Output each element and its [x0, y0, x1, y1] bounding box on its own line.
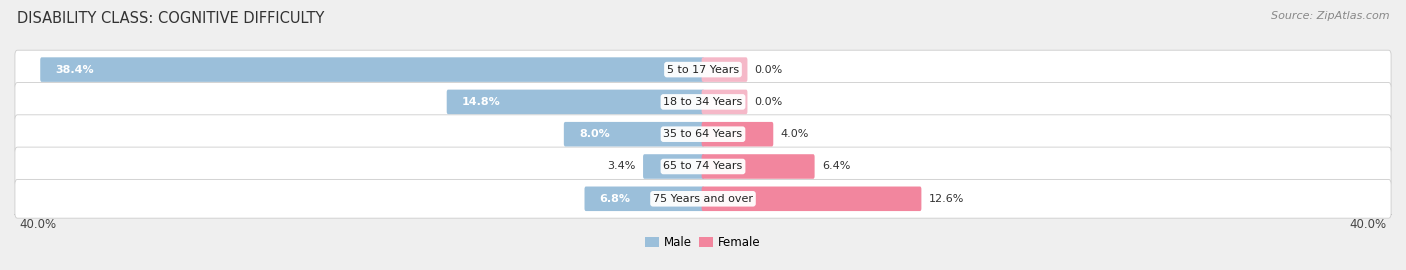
Text: 35 to 64 Years: 35 to 64 Years: [664, 129, 742, 139]
Text: 65 to 74 Years: 65 to 74 Years: [664, 161, 742, 171]
FancyBboxPatch shape: [41, 57, 704, 82]
Text: 14.8%: 14.8%: [461, 97, 501, 107]
Text: 18 to 34 Years: 18 to 34 Years: [664, 97, 742, 107]
FancyBboxPatch shape: [15, 50, 1391, 89]
Text: Source: ZipAtlas.com: Source: ZipAtlas.com: [1271, 11, 1389, 21]
FancyBboxPatch shape: [702, 187, 921, 211]
Text: 40.0%: 40.0%: [1350, 218, 1386, 231]
Text: 40.0%: 40.0%: [20, 218, 56, 231]
FancyBboxPatch shape: [643, 154, 704, 179]
Text: 0.0%: 0.0%: [755, 65, 783, 75]
Text: 6.4%: 6.4%: [823, 161, 851, 171]
FancyBboxPatch shape: [15, 83, 1391, 121]
Legend: Male, Female: Male, Female: [641, 231, 765, 254]
FancyBboxPatch shape: [15, 147, 1391, 186]
FancyBboxPatch shape: [564, 122, 704, 146]
Text: 38.4%: 38.4%: [55, 65, 94, 75]
FancyBboxPatch shape: [702, 57, 748, 82]
Text: 75 Years and over: 75 Years and over: [652, 194, 754, 204]
FancyBboxPatch shape: [702, 90, 748, 114]
FancyBboxPatch shape: [15, 179, 1391, 218]
Text: 4.0%: 4.0%: [780, 129, 808, 139]
FancyBboxPatch shape: [15, 115, 1391, 154]
Text: DISABILITY CLASS: COGNITIVE DIFFICULTY: DISABILITY CLASS: COGNITIVE DIFFICULTY: [17, 11, 325, 26]
FancyBboxPatch shape: [702, 154, 814, 179]
Text: 12.6%: 12.6%: [928, 194, 965, 204]
FancyBboxPatch shape: [447, 90, 704, 114]
Text: 0.0%: 0.0%: [755, 97, 783, 107]
Text: 3.4%: 3.4%: [607, 161, 636, 171]
Text: 8.0%: 8.0%: [579, 129, 610, 139]
FancyBboxPatch shape: [585, 187, 704, 211]
Text: 6.8%: 6.8%: [599, 194, 631, 204]
Text: 5 to 17 Years: 5 to 17 Years: [666, 65, 740, 75]
FancyBboxPatch shape: [702, 122, 773, 146]
